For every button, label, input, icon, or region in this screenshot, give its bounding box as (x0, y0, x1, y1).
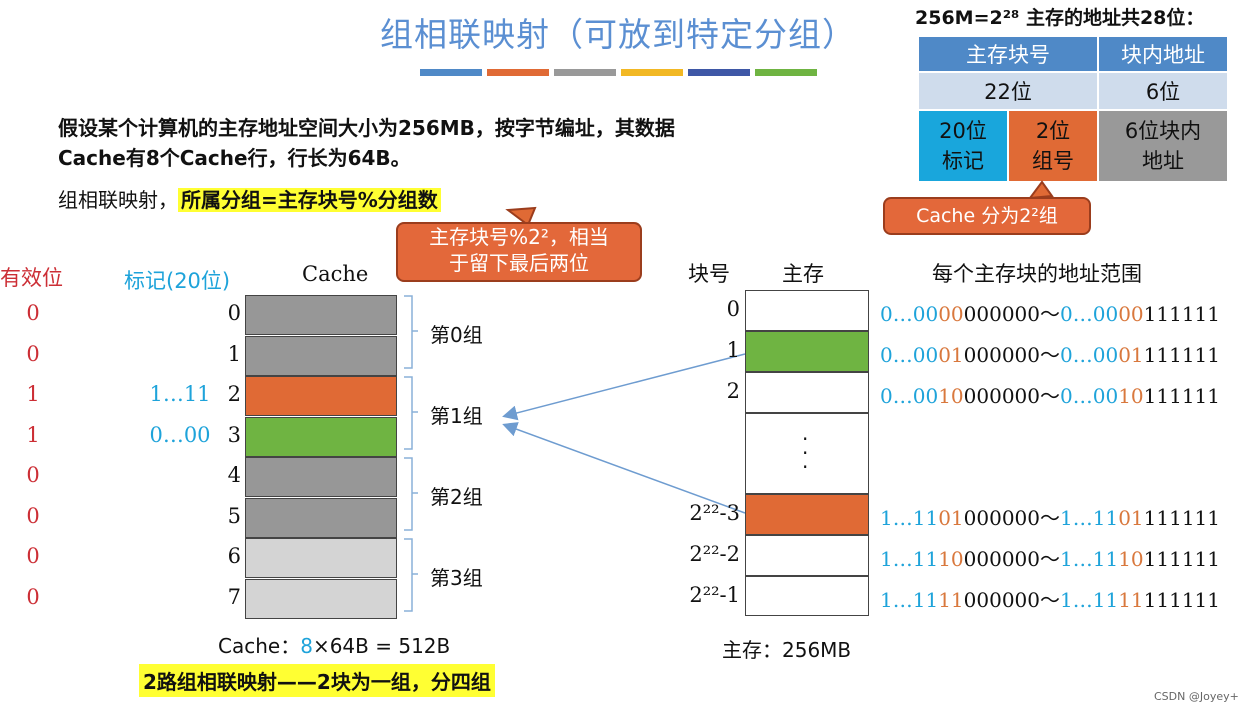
cache-line (245, 416, 397, 457)
valid-bit: 0 (26, 544, 40, 568)
memory-block (745, 576, 869, 616)
group-label: 第2组 (430, 485, 483, 509)
group-label: 第1组 (430, 404, 483, 428)
address-range: 0…0000000000～0…0000111111 (880, 302, 1220, 326)
address-range: 1…1110000000～1…1110111111 (880, 547, 1220, 571)
stripe-green (755, 69, 817, 76)
cache-line-number: 5 (227, 503, 241, 528)
addr-group-field: 2位 组号 (1007, 109, 1099, 183)
memory-block (745, 535, 869, 576)
col-memory: 主存 (782, 262, 824, 286)
brace-group-1 (404, 376, 418, 450)
address-range: 1…1101000000～1…1101111111 (880, 506, 1220, 530)
valid-bit: 1 (26, 382, 40, 406)
valid-bit: 0 (26, 503, 40, 528)
col-valid-bit: 有效位 (0, 266, 63, 290)
stripe-orange (487, 69, 549, 76)
addr-tag-field: 20位 标记 (917, 109, 1009, 183)
address-table: 主存块号 块内地址 22位 6位 20位 标记 2位 组号 6位块内 地址 (917, 35, 1229, 183)
valid-bit: 0 (26, 301, 40, 325)
cache-line-number: 2 (227, 382, 241, 406)
address-range: 0…0010000000～0…0010111111 (880, 384, 1220, 408)
stripe-yellow (621, 69, 683, 76)
memory-block (745, 331, 869, 372)
cache-line-number: 1 (227, 341, 241, 366)
valid-bit: 0 (26, 341, 40, 366)
addr-head-block-no: 主存块号 (917, 35, 1099, 73)
addr-block-bits: 22位 (917, 71, 1099, 111)
col-block-no: 块号 (688, 262, 730, 286)
cache-line (245, 578, 397, 619)
address-range: 1…1111000000～1…1111111111 (880, 588, 1220, 612)
cache-line (245, 295, 397, 335)
block-number: 2 (726, 379, 740, 403)
stripe-navy (688, 69, 750, 76)
group-label: 第0组 (430, 323, 483, 347)
memory-caption: 主存：256MB (722, 638, 852, 662)
memory-block (745, 372, 869, 413)
brace-group-3 (404, 538, 418, 612)
memory-block (745, 494, 869, 535)
stripe-blue (420, 69, 482, 76)
intro-text: 假设某个计算机的主存地址空间大小为256MB，按字节编址，其数据Cache有8个… (58, 116, 675, 170)
cache-line-number: 3 (227, 422, 241, 447)
block-number: 2²²-1 (689, 583, 740, 607)
page-title: 组相联映射（可放到特定分组） (380, 15, 856, 54)
mod-callout-tail (505, 206, 537, 227)
addr-header: 256M=2²⁸ 主存的地址共28位： (915, 7, 1205, 29)
groups-callout: Cache 分为2²组 (883, 197, 1091, 235)
cache-caption: Cache：8×64B = 512B (218, 634, 451, 658)
col-addr-range: 每个主存块的地址范围 (932, 262, 1142, 286)
cache-line-number: 6 (227, 544, 241, 568)
brace-group-2 (404, 457, 418, 531)
col-cache: Cache (302, 262, 369, 286)
block-number: 2²²-3 (689, 501, 740, 525)
addr-head-offset: 块内地址 (1097, 35, 1229, 73)
cache-line-number: 7 (227, 584, 241, 609)
rule-highlight: 所属分组=主存块号%分组数 (178, 188, 441, 212)
watermark: CSDN @Joyey+ (1154, 690, 1239, 703)
address-range: 0…0001000000～0…0001111111 (880, 343, 1220, 367)
tag-value: 1…11 (149, 382, 211, 406)
cache-line (245, 376, 397, 416)
arrow-block1-to-group1 (502, 353, 746, 421)
arrow-block-n3-to-group1 (502, 422, 746, 514)
block-number: 2²²-2 (689, 542, 740, 566)
valid-bit: 1 (26, 422, 40, 447)
valid-bit: 0 (26, 463, 40, 487)
valid-bit: 0 (26, 584, 40, 609)
footer-note: 2路组相联映射——2块为一组，分四组 (139, 664, 495, 697)
memory-block (745, 413, 869, 494)
col-tag: 标记(20位) (124, 269, 231, 293)
group-braces (404, 295, 418, 612)
group-label: 第3组 (430, 566, 483, 590)
block-number: 0 (726, 297, 740, 321)
cache-line-number: 4 (227, 463, 241, 487)
addr-offset-bits: 6位 (1097, 71, 1229, 111)
addr-offset-field: 6位块内 地址 (1097, 109, 1229, 183)
cache-line (245, 335, 397, 376)
block-number: 1 (726, 338, 740, 362)
cache-line (245, 538, 397, 578)
brace-group-0 (404, 295, 418, 369)
rule-prefix: 组相联映射， (58, 188, 178, 212)
rule-line: 组相联映射， 所属分组=主存块号%分组数 (58, 184, 441, 213)
cache-line-number: 0 (227, 301, 241, 325)
tag-value: 0…00 (149, 422, 211, 447)
ellipsis-dots: · · · (802, 427, 809, 479)
cache-line (245, 457, 397, 497)
mod-callout: 主存块号%2²，相当 于留下最后两位 (396, 222, 642, 282)
memory-block (745, 290, 869, 331)
groups-callout-tail (1027, 180, 1054, 200)
cache-line (245, 497, 397, 538)
stripe-gray (554, 69, 616, 76)
